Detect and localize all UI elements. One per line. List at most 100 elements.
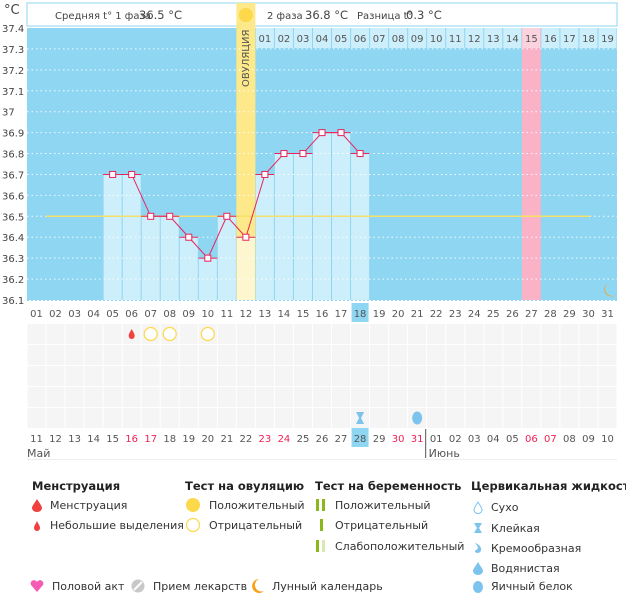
- temperature-bar: [217, 216, 236, 300]
- moon-icon: [252, 579, 264, 593]
- marker-cell: [65, 408, 84, 428]
- y-tick-label: 36.8: [2, 150, 24, 161]
- temperature-point: [280, 150, 288, 158]
- marker-cell: [408, 324, 427, 344]
- luteal-day-cell: [427, 28, 446, 48]
- marker-cell: [484, 387, 503, 407]
- temperature-point: [204, 254, 212, 262]
- marker-cell: [579, 387, 598, 407]
- marker-cell: [141, 408, 160, 428]
- luteal-day-label: 19: [601, 34, 614, 45]
- today-highlight: [351, 428, 369, 447]
- legend-pregnancy-weak: Слабоположительный: [315, 539, 464, 553]
- ovulation-sun-icon: [238, 8, 253, 22]
- calendar-date: 04: [487, 434, 500, 445]
- temperature-point: [128, 170, 136, 178]
- cycle-day-label: 03: [68, 309, 81, 320]
- cycle-day-label: 29: [563, 309, 576, 320]
- temperature-point: [166, 212, 174, 220]
- marker-cell: [465, 408, 484, 428]
- luteal-day-label: 02: [278, 34, 291, 45]
- luteal-day-cell: [255, 28, 274, 48]
- marker-cell: [46, 408, 65, 428]
- cycle-day-label: 09: [182, 309, 195, 320]
- luteal-day-cell: [389, 28, 408, 48]
- y-tick-label: 36.4: [2, 233, 24, 244]
- calendar-date: 31: [411, 434, 424, 445]
- marker-cell: [27, 324, 46, 344]
- marker-cell: [484, 345, 503, 365]
- calendar-date: 06: [525, 434, 538, 445]
- calendar-date: 01: [430, 434, 443, 445]
- y-tick-label: 36.9: [2, 129, 24, 140]
- temperature-point: [337, 129, 345, 137]
- y-tick-label: 37.3: [2, 45, 24, 56]
- cycle-day-label: 01: [30, 309, 43, 320]
- legend-moon: Лунный календарь: [250, 578, 383, 594]
- cycle-day-label: 14: [278, 309, 291, 320]
- marker-cell: [255, 408, 274, 428]
- temperature-bar: [179, 237, 198, 300]
- pregnancy-test-negative-icon: [320, 519, 323, 531]
- marker-cell: [522, 387, 541, 407]
- marker-cell: [484, 366, 503, 386]
- marker-cell: [389, 408, 408, 428]
- marker-cell: [84, 366, 103, 386]
- marker-cell: [236, 324, 255, 344]
- luteal-day-label: 10: [430, 34, 443, 45]
- marker-cell: [274, 387, 293, 407]
- luteal-day-label: 01: [259, 34, 272, 45]
- marker-cell: [541, 345, 560, 365]
- marker-cell: [408, 387, 427, 407]
- legend-label: Яичный белок: [491, 579, 573, 593]
- luteal-day-label: 05: [335, 34, 348, 45]
- luteal-day-cell: [332, 28, 351, 48]
- legend-menstruation: Менструация: [32, 498, 127, 512]
- marker-cell: [389, 324, 408, 344]
- legend-label: Положительный: [335, 498, 431, 512]
- marker-cell: [27, 366, 46, 386]
- phase1-value: 36.5 °C: [139, 8, 182, 22]
- y-tick-label: 36.2: [2, 275, 24, 286]
- marker-cell: [446, 366, 465, 386]
- luteal-day-cell: [370, 28, 389, 48]
- diff-value: 0.3 °C: [406, 8, 442, 22]
- cycle-day-label: 05: [106, 309, 119, 320]
- legend-pregnancy-title: Тест на беременность: [315, 479, 462, 493]
- marker-cell: [541, 366, 560, 386]
- marker-cell: [312, 345, 332, 365]
- luteal-day-label: 08: [392, 34, 405, 45]
- pregnancy-test-positive-icon: [316, 499, 325, 511]
- egg-white-icon: [473, 581, 483, 593]
- marker-cell: [465, 366, 484, 386]
- temperature-chart: °C Средняя t° 1 фаза 36.5 °C 2 фаза 36.8…: [2, 2, 618, 460]
- temperature-point: [318, 129, 326, 137]
- luteal-day-label: 11: [449, 34, 462, 45]
- marker-cell: [370, 324, 389, 344]
- marker-cell: [46, 345, 65, 365]
- luteal-day-label: 09: [411, 34, 424, 45]
- legend-menstruation-title: Менструация: [32, 479, 121, 493]
- legend-sticky: Клейкая: [473, 521, 540, 535]
- marker-cell: [579, 324, 598, 344]
- temperature-bar: [255, 174, 274, 300]
- marker-cell: [293, 324, 312, 344]
- marker-cell: [408, 366, 427, 386]
- highlight-day-column: [521, 28, 541, 300]
- phase2-value: 36.8 °C: [305, 8, 348, 22]
- marker-cell: [160, 366, 179, 386]
- legend-label: Половой акт: [52, 579, 125, 593]
- y-tick-label: 37.1: [2, 87, 24, 98]
- month-label-may: Май: [27, 447, 50, 460]
- legend-ovulation-positive: Положительный: [185, 497, 305, 513]
- luteal-day-label: 18: [582, 34, 595, 45]
- dry-icon: [473, 501, 483, 514]
- luteal-day-label: 14: [506, 34, 519, 45]
- marker-cell: [560, 387, 579, 407]
- calendar-date: 17: [144, 434, 157, 445]
- marker-cell: [541, 408, 560, 428]
- marker-cell: [389, 387, 408, 407]
- y-tick-label: 37: [2, 108, 15, 119]
- temperature-point: [261, 170, 269, 178]
- marker-cell: [503, 345, 522, 365]
